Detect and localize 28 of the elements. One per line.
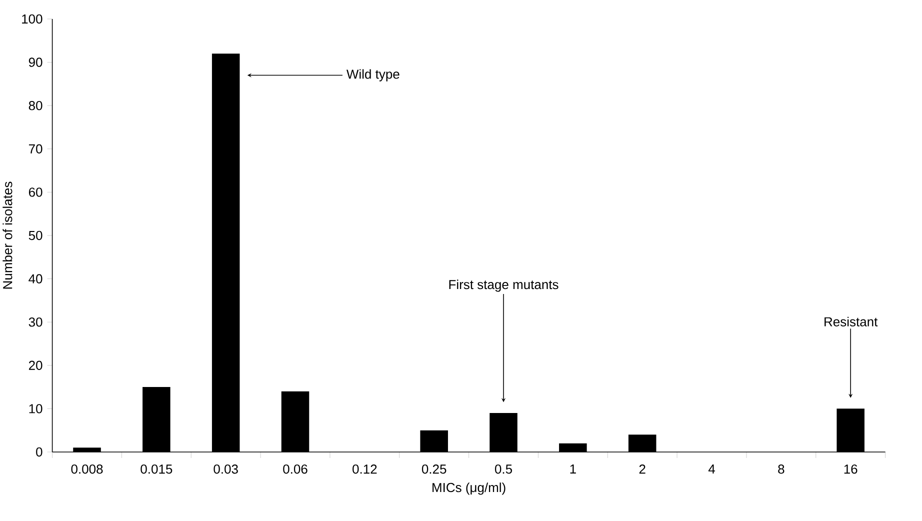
x-tick-label: 0.12: [352, 464, 377, 474]
y-tick-label: 60: [28, 188, 42, 197]
y-tick-label: 50: [28, 230, 42, 240]
y-tick-label: 20: [28, 360, 42, 370]
x-tick-label: 0.06: [283, 464, 308, 474]
y-axis-title: Number of isolates: [2, 182, 12, 289]
y-tick-label: 30: [28, 317, 42, 327]
x-tick-label: 1: [570, 464, 576, 474]
x-tick-label: 0.008: [71, 464, 103, 474]
annotation: Wild type: [346, 69, 400, 82]
y-tick-label: 70: [28, 144, 42, 154]
annotation: Resistant: [824, 316, 878, 326]
y-tick-label: 0: [36, 447, 42, 457]
x-tick-label: 0.015: [140, 464, 172, 474]
x-tick-label: 8: [778, 464, 784, 474]
y-tick-label: 80: [28, 100, 42, 110]
x-tick-label: 16: [844, 464, 858, 474]
y-tick-label: 90: [28, 58, 42, 67]
annotation: First stage mutants: [449, 280, 558, 292]
x-tick-label: 2: [639, 464, 646, 474]
x-tick-label: 0.25: [422, 464, 446, 474]
y-tick-label: 40: [28, 274, 42, 284]
x-axis-title: MICs (μg/ml): [432, 482, 506, 495]
x-tick-label: 0.03: [214, 464, 238, 474]
y-tick-label: 10: [29, 404, 42, 414]
x-tick-label: 4: [708, 464, 715, 474]
x-tick-label: 0.5: [494, 464, 512, 474]
y-tick-label: 100: [22, 14, 42, 24]
